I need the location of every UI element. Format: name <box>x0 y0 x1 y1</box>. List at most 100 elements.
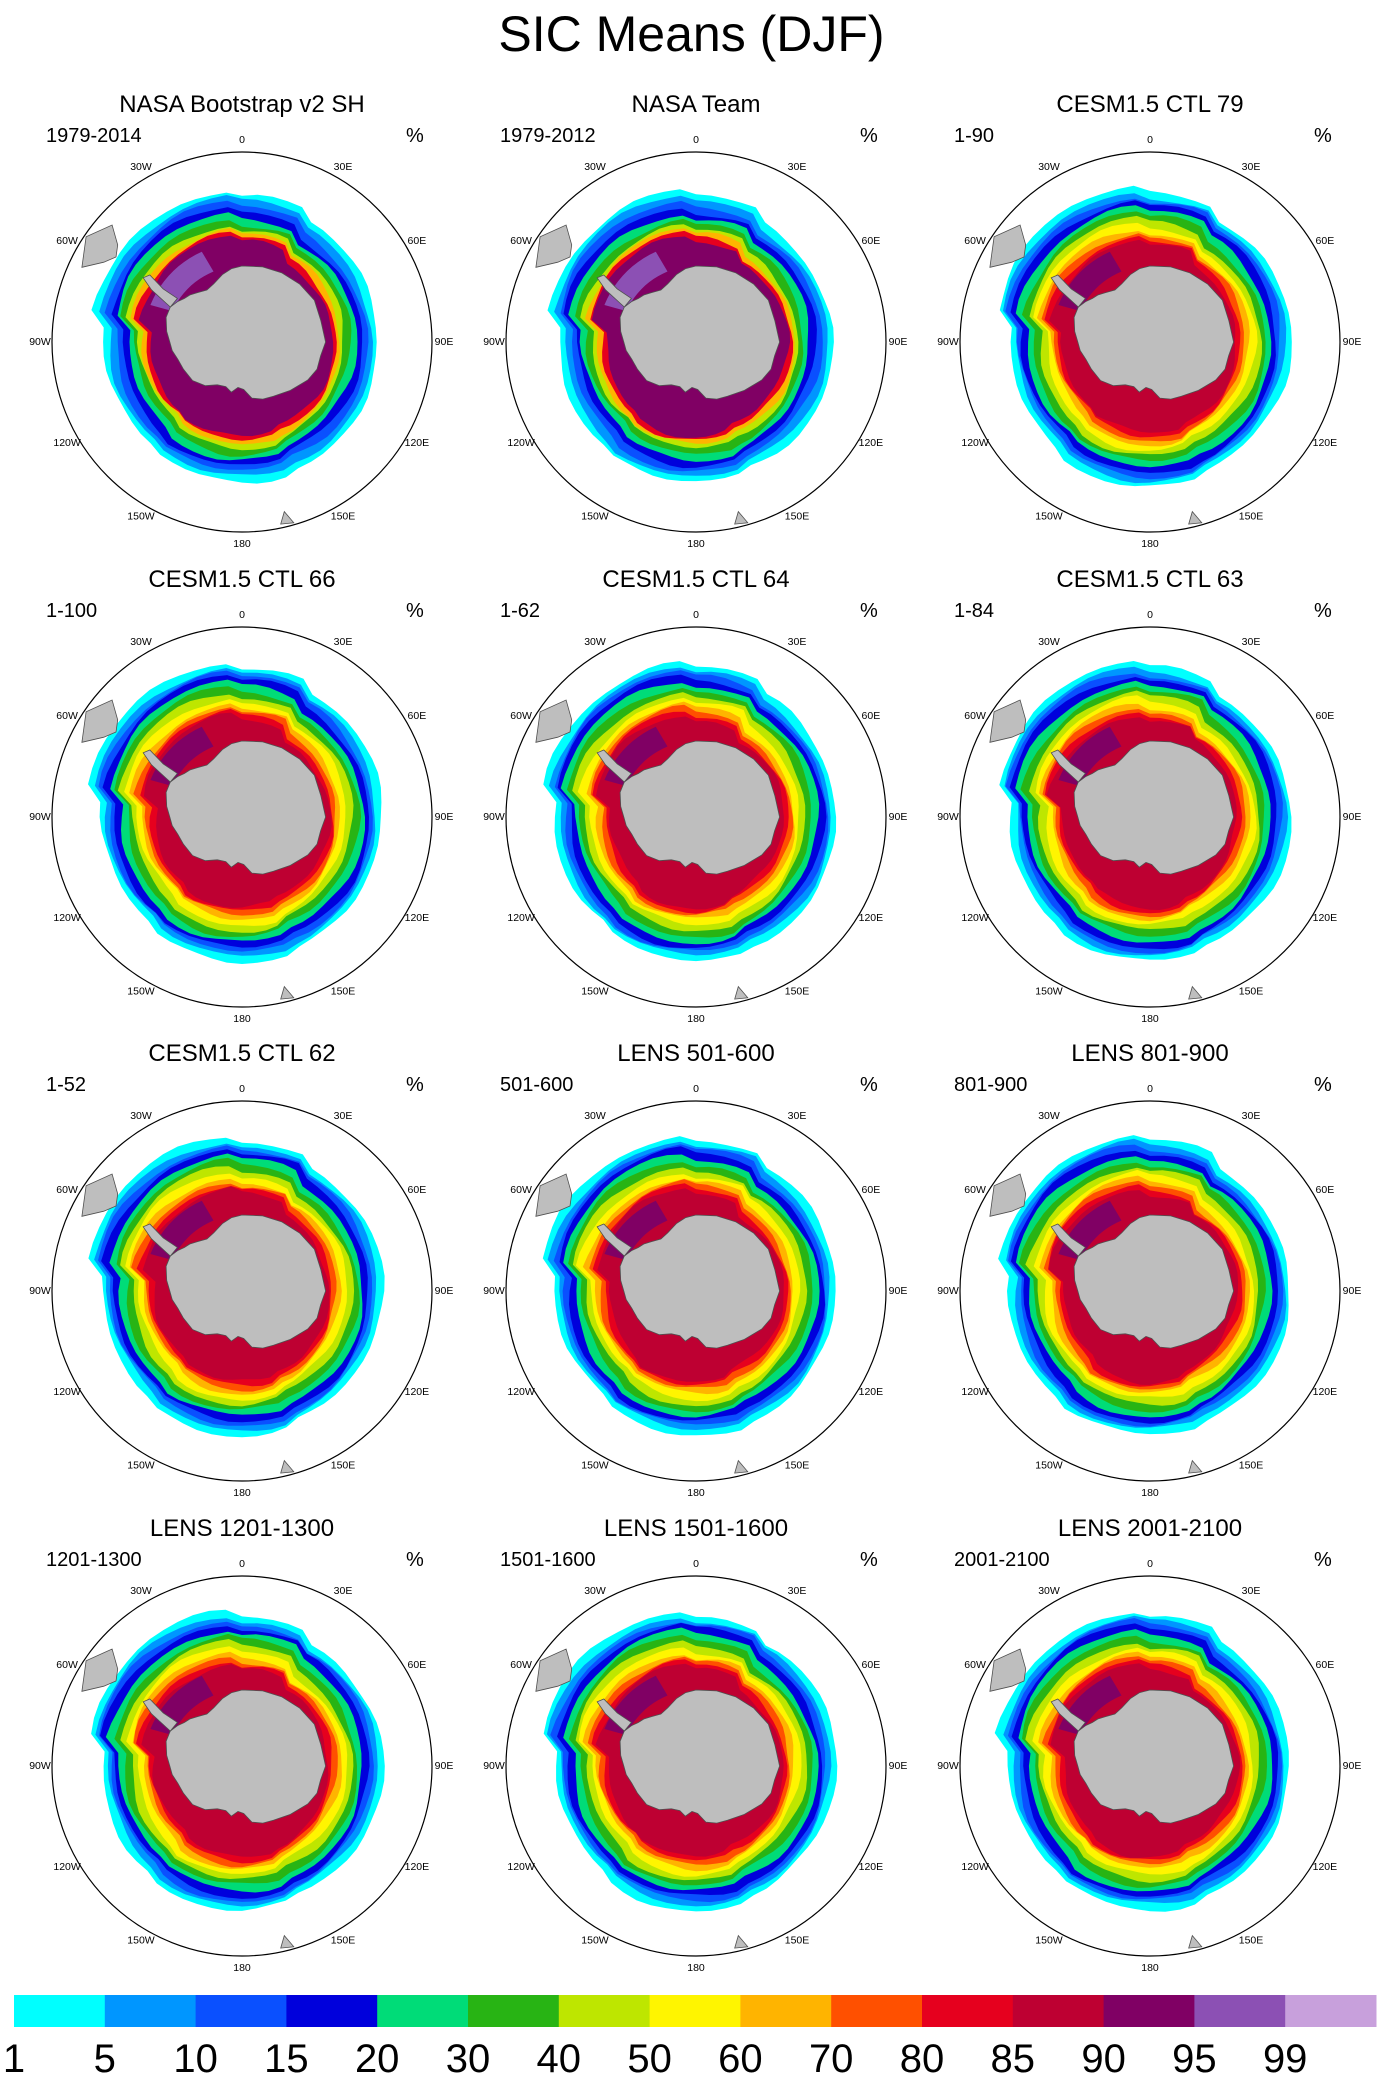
longitude-label: 120W <box>961 1386 989 1398</box>
longitude-label: 180 <box>687 1013 705 1025</box>
antarctica-landmass <box>165 740 327 875</box>
longitude-label: 90E <box>435 1760 454 1772</box>
longitude-label: 150E <box>1239 1460 1264 1472</box>
map-panel: 0 30E 60E 90E 120E 150E 180 150W 120W 90W 60W 30W CE… <box>937 566 1361 1025</box>
longitude-label: 30E <box>1242 1585 1261 1597</box>
longitude-label: 90W <box>29 1760 51 1772</box>
longitude-label: 90W <box>937 336 959 348</box>
longitude-label: 30E <box>788 161 807 173</box>
colorbar-tick-label: 1 <box>3 2037 25 2081</box>
antarctic-peninsula <box>142 749 178 783</box>
longitude-label: 120W <box>961 1861 989 1873</box>
colorbar-swatch <box>1194 1995 1286 2027</box>
longitude-label: 120E <box>405 912 430 924</box>
colorbar-swatch <box>649 1995 741 2027</box>
longitude-label: 0 <box>239 134 245 146</box>
panel-period: 2001-2100 <box>954 1549 1050 1571</box>
map-boundary <box>51 151 433 533</box>
colorbar-tick-label: 60 <box>718 2037 763 2081</box>
antarctic-peninsula <box>596 274 632 308</box>
colorbar-swatch <box>1103 1995 1195 2027</box>
new-zealand-fragment <box>280 510 295 525</box>
longitude-label: 30E <box>1242 161 1261 173</box>
colorbar-tick-label: 70 <box>809 2037 854 2081</box>
longitude-label: 180 <box>687 1962 705 1974</box>
longitude-label: 90E <box>435 1285 454 1297</box>
longitude-label: 120W <box>507 1386 535 1398</box>
longitude-label: 30E <box>334 1585 353 1597</box>
new-zealand-fragment <box>1188 985 1203 1000</box>
antarctic-peninsula <box>1050 274 1086 308</box>
longitude-label: 60E <box>408 1659 427 1671</box>
longitude-label: 120W <box>53 912 81 924</box>
longitude-label: 0 <box>239 609 245 621</box>
new-zealand-fragment <box>280 985 295 1000</box>
map-boundary <box>505 1575 887 1957</box>
map-boundary <box>505 151 887 533</box>
colorbar-swatch <box>104 1995 197 2027</box>
longitude-label: 60W <box>964 1184 986 1196</box>
panel-title: CESM1.5 CTL 64 <box>602 566 789 593</box>
longitude-label: 0 <box>693 134 699 146</box>
longitude-label: 60W <box>964 710 986 722</box>
panel-units: % <box>860 125 878 147</box>
south-america-tip <box>989 699 1027 743</box>
panel-title: LENS 2001-2100 <box>1058 1515 1242 1542</box>
longitude-label: 60W <box>510 1184 532 1196</box>
panel-units: % <box>1314 600 1332 622</box>
antarctic-peninsula <box>142 1698 178 1732</box>
longitude-label: 150E <box>785 511 810 523</box>
colorbar-swatch <box>740 1995 832 2027</box>
map-boundary <box>51 626 433 1008</box>
longitude-label: 150E <box>331 1935 356 1947</box>
longitude-label: 120W <box>53 1386 81 1398</box>
longitude-label: 30E <box>334 161 353 173</box>
map-panel: 0 30E 60E 90E 120E 150E 180 150W 120W 90W 60W 30W NA… <box>29 91 453 550</box>
panel-title: CESM1.5 CTL 62 <box>148 1040 335 1067</box>
panel-title: LENS 801-900 <box>1071 1040 1228 1067</box>
longitude-label: 60E <box>862 710 881 722</box>
antarctica-landmass <box>1073 1689 1235 1824</box>
panel-units: % <box>1314 1549 1332 1571</box>
south-america-tip <box>535 1173 573 1217</box>
longitude-label: 150W <box>127 1460 155 1472</box>
colorbar-swatch <box>14 1995 106 2027</box>
colorbar-swatch <box>468 1995 560 2027</box>
longitude-label: 150W <box>581 1460 609 1472</box>
longitude-label: 60E <box>408 235 427 247</box>
longitude-label: 60E <box>1316 235 1335 247</box>
colorbar-tick-label: 99 <box>1263 2037 1308 2081</box>
panels-grid: 0 30E 60E 90E 120E 150E 180 150W 120W 90W 60W 30W NA… <box>29 91 1361 1974</box>
panel-units: % <box>1314 1074 1332 1096</box>
colorbar-tick-label: 40 <box>537 2037 582 2081</box>
colorbar-tick-label: 20 <box>355 2037 400 2081</box>
longitude-label: 60E <box>1316 1184 1335 1196</box>
antarctic-peninsula <box>596 1698 632 1732</box>
antarctica-landmass <box>1073 740 1235 875</box>
longitude-label: 60W <box>510 235 532 247</box>
panel-title: LENS 1501-1600 <box>604 1515 788 1542</box>
map-boundary <box>505 1100 887 1482</box>
colorbar-tick-label: 95 <box>1172 2037 1217 2081</box>
panel-units: % <box>1314 125 1332 147</box>
longitude-label: 0 <box>693 1083 699 1095</box>
longitude-label: 90E <box>889 336 908 348</box>
antarctica-landmass <box>619 740 781 875</box>
new-zealand-fragment <box>1188 510 1203 525</box>
colorbar-swatch <box>558 1995 651 2027</box>
longitude-label: 0 <box>239 1083 245 1095</box>
longitude-label: 180 <box>233 538 251 550</box>
panel-period: 1979-2012 <box>500 125 596 147</box>
longitude-label: 90E <box>435 336 454 348</box>
longitude-label: 150W <box>1035 986 1063 998</box>
south-america-tip <box>535 224 573 268</box>
longitude-label: 90E <box>1343 811 1362 823</box>
longitude-label: 30W <box>130 1585 152 1597</box>
longitude-label: 60W <box>510 1659 532 1671</box>
longitude-label: 60W <box>56 235 78 247</box>
longitude-label: 150W <box>1035 1935 1063 1947</box>
panel-period: 1979-2014 <box>46 125 142 147</box>
map-panel: 0 30E 60E 90E 120E 150E 180 150W 120W 90W 60W 30W CE… <box>29 1040 453 1499</box>
longitude-label: 60E <box>862 1659 881 1671</box>
